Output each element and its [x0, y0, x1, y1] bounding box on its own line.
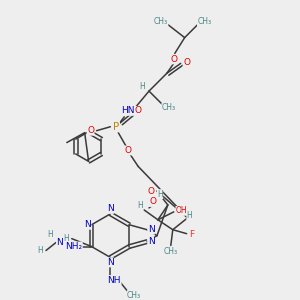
Text: N: N [84, 220, 91, 229]
Text: F: F [189, 230, 194, 239]
Text: NH₂: NH₂ [65, 242, 82, 251]
Text: O: O [125, 146, 132, 155]
Text: OH: OH [176, 206, 188, 215]
Text: O: O [135, 106, 142, 116]
Text: O: O [87, 126, 94, 135]
Text: CH₃: CH₃ [162, 103, 176, 112]
Text: CH₃: CH₃ [154, 17, 168, 26]
Text: H: H [157, 190, 163, 199]
Text: P: P [113, 122, 119, 132]
Text: O: O [170, 55, 177, 64]
Text: H: H [47, 230, 53, 239]
Text: N: N [148, 225, 154, 234]
Text: O: O [148, 187, 154, 196]
Text: H: H [139, 82, 145, 91]
Text: HN: HN [122, 106, 135, 116]
Text: N: N [107, 204, 114, 213]
Text: O: O [149, 197, 157, 206]
Text: H: H [137, 201, 143, 210]
Text: CH₃: CH₃ [127, 291, 141, 300]
Text: N: N [107, 258, 114, 267]
Text: N: N [148, 237, 154, 246]
Text: N: N [56, 238, 63, 247]
Text: NH: NH [108, 276, 121, 285]
Text: O: O [183, 58, 190, 67]
Text: CH₃: CH₃ [197, 17, 212, 26]
Text: H: H [37, 246, 43, 255]
Text: CH₃: CH₃ [164, 247, 178, 256]
Text: H: H [63, 234, 69, 243]
Text: H: H [187, 211, 193, 220]
